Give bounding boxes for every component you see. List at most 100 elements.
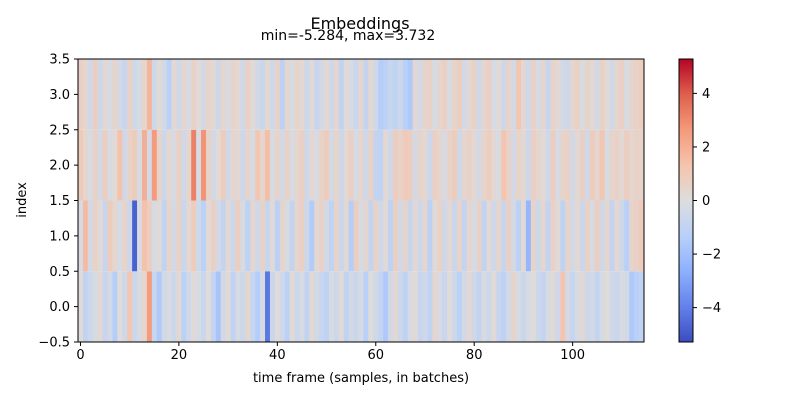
heatmap-cell [540, 129, 546, 201]
chart-subtitle: min=-5.284, max=3.732 [261, 28, 435, 44]
heatmap-cell [235, 200, 241, 272]
heatmap-cell [245, 271, 251, 342]
heatmap-cell [545, 271, 551, 342]
heatmap-cell [422, 129, 428, 201]
heatmap-cell [378, 200, 384, 272]
heatmap-cell [594, 129, 601, 201]
heatmap-cell [82, 200, 89, 272]
heatmap-cell [471, 129, 478, 201]
heatmap-cell [191, 271, 197, 342]
heatmap-cell [156, 200, 163, 272]
heatmap-cell [269, 271, 276, 342]
heatmap-cell [161, 200, 167, 272]
heatmap-cell [240, 200, 246, 272]
heatmap-cell [437, 200, 443, 272]
heatmap-cell [97, 59, 103, 130]
heatmap-cell [92, 129, 99, 201]
heatmap-cell [269, 59, 276, 130]
heatmap-cell [102, 271, 108, 342]
heatmap-cell [294, 200, 300, 272]
heatmap-cell [402, 59, 409, 130]
y-axis-label: index [15, 182, 30, 218]
heatmap-cell [481, 200, 487, 272]
heatmap-cell [117, 59, 123, 130]
heatmap-cell [324, 59, 330, 130]
heatmap-cell [87, 200, 94, 272]
heatmap-cell [565, 200, 571, 272]
heatmap-cell [565, 59, 571, 130]
heatmap-cell [329, 129, 335, 201]
heatmap-cell [240, 59, 246, 130]
heatmap-cell [378, 129, 384, 201]
heatmap-cell [412, 200, 418, 272]
heatmap-cell [324, 271, 330, 342]
heatmap-cell [176, 200, 182, 272]
heatmap-cell [117, 271, 123, 342]
heatmap-cell [501, 271, 507, 342]
heatmap-cell [205, 59, 212, 130]
heatmap-cell [392, 271, 399, 342]
heatmap-cell [481, 59, 487, 130]
heatmap-cell [245, 129, 251, 201]
heatmap-cell [447, 200, 453, 272]
heatmap-cell [225, 271, 231, 342]
heatmap-cell [388, 271, 394, 342]
heatmap-cell [319, 200, 325, 272]
heatmap-cell [634, 59, 640, 130]
heatmap-cell [274, 59, 281, 130]
heatmap-cell [383, 59, 389, 130]
heatmap-cell [368, 59, 374, 130]
heatmap-cell [137, 200, 143, 272]
heatmap-cell [496, 59, 502, 130]
heatmap-cell [452, 271, 458, 342]
heatmap-cell [127, 271, 133, 342]
heatmap-cell [117, 129, 123, 201]
heatmap-cell [520, 271, 527, 342]
heatmap-cell [530, 200, 537, 272]
heatmap-cell [412, 129, 418, 201]
heatmap-cell [476, 271, 482, 342]
heatmap-cell [368, 200, 374, 272]
heatmap-cell [432, 200, 438, 272]
heatmap-cell [442, 271, 448, 342]
heatmap-cell [383, 200, 389, 272]
x-tick-label: 100 [560, 348, 585, 363]
heatmap-cell [166, 59, 172, 130]
heatmap-cell [186, 271, 192, 342]
heatmap-cell [407, 59, 414, 130]
heatmap-cell [245, 59, 251, 130]
heatmap-cell [535, 129, 541, 201]
heatmap-cell [161, 59, 167, 130]
heatmap-cell [240, 271, 246, 342]
heatmap-cell [319, 59, 325, 130]
heatmap-cell [491, 271, 497, 342]
heatmap-cell [210, 200, 217, 272]
heatmap-cell [560, 129, 566, 201]
heatmap-cell [87, 59, 94, 130]
heatmap-cell [205, 129, 212, 201]
heatmap-cell [427, 271, 433, 342]
heatmap-cell [427, 129, 433, 201]
heatmap-cell [265, 129, 271, 201]
heatmap-cell [176, 59, 182, 130]
heatmap-cell [506, 271, 512, 342]
heatmap-cell [437, 59, 443, 130]
heatmap-cell [304, 59, 310, 130]
heatmap-cell [589, 271, 596, 342]
heatmap-cell [265, 271, 271, 342]
heatmap-cell [294, 271, 300, 342]
heatmap-cell [338, 129, 345, 201]
heatmap-cell [437, 129, 443, 201]
heatmap-cell [235, 59, 241, 130]
heatmap-cell [599, 129, 605, 201]
heatmap-cell [255, 129, 261, 201]
heatmap-cell [442, 129, 448, 201]
heatmap-cell [422, 271, 428, 342]
x-tick-label: 40 [269, 348, 286, 363]
heatmap-cell [201, 200, 207, 272]
heatmap-cell [525, 271, 532, 342]
heatmap-cell [589, 59, 596, 130]
heatmap-cell [181, 59, 187, 130]
heatmap-cell [220, 129, 226, 201]
heatmap-cell [466, 129, 473, 201]
